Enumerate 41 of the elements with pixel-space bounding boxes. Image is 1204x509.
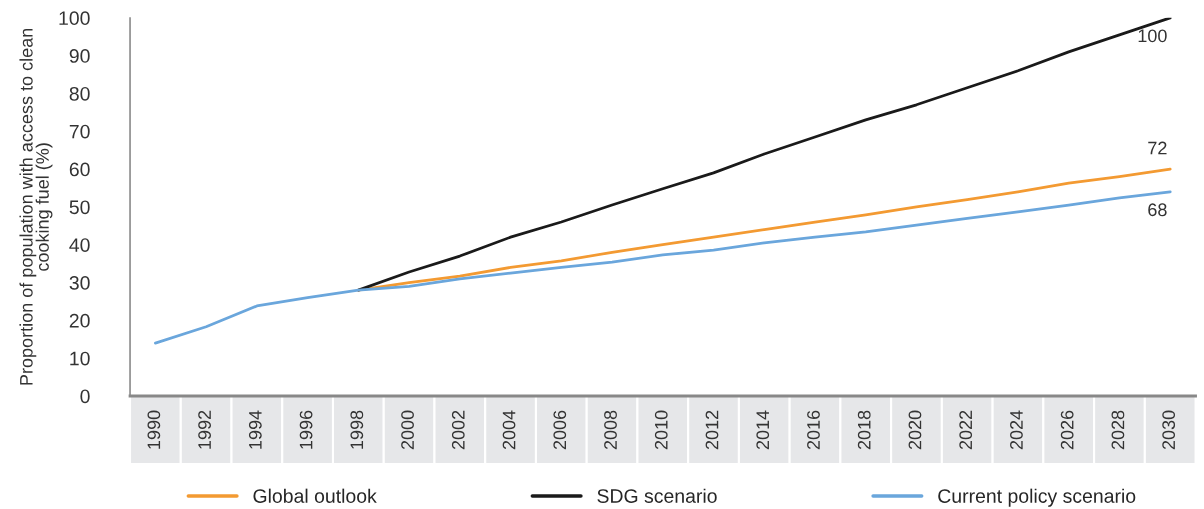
x-tick-label: 2010 xyxy=(654,410,668,450)
x-tick-label: 2006 xyxy=(553,410,567,450)
legend-label: SDG scenario xyxy=(597,488,717,503)
x-tick-label: 1992 xyxy=(198,410,211,449)
y-tick-label: 40 xyxy=(69,238,90,252)
x-tick-label: 2018 xyxy=(857,410,871,450)
y-tick-label: 70 xyxy=(69,124,90,139)
line-series xyxy=(154,190,1172,345)
x-tick-label: 2014 xyxy=(756,410,770,450)
y-tick-label: 0 xyxy=(80,389,90,404)
y-tick-label: 60 xyxy=(69,162,90,177)
x-tick-label: 2000 xyxy=(401,410,414,450)
y-tick-label: 20 xyxy=(69,313,90,328)
y-tick-label: 10 xyxy=(70,351,90,366)
x-tick-label: 2028 xyxy=(1111,410,1125,450)
x-tick-label: 2020 xyxy=(908,410,922,450)
x-tick-label: 2004 xyxy=(502,410,516,450)
y-tick-label: 50 xyxy=(69,200,90,215)
x-tick-label: 2026 xyxy=(1060,410,1074,450)
x-tick-label: 1990 xyxy=(147,410,161,449)
x-tick-label: 1998 xyxy=(350,410,364,449)
x-tick-label: 2002 xyxy=(451,410,465,450)
annotation: 68 xyxy=(1148,203,1167,217)
x-tick-label: 2030 xyxy=(1162,410,1176,450)
x-tick-label: 2024 xyxy=(1010,410,1023,450)
line-series xyxy=(356,17,1172,292)
y-tick-label: 30 xyxy=(69,276,90,290)
x-tick-label: 1994 xyxy=(248,410,262,449)
x-tick-label: 2008 xyxy=(604,410,617,450)
annotation: 72 xyxy=(1148,141,1167,155)
y-axis-title: Proportion of population with access to clean cooking fuel (%) xyxy=(19,28,53,385)
y-tick-label: 90 xyxy=(69,49,90,63)
x-tick-label: 2022 xyxy=(959,410,973,450)
x-tick-label: 2016 xyxy=(807,410,820,450)
legend-label: Current policy scenario xyxy=(938,488,1136,507)
annotation: 100 xyxy=(1138,29,1167,43)
y-tick-label: 100 xyxy=(59,11,90,26)
legend-label: Global outlook xyxy=(253,488,377,503)
x-tick-label: 2012 xyxy=(705,410,719,450)
y-tick-label: 80 xyxy=(69,86,90,101)
x-tick-label: 1996 xyxy=(299,410,313,449)
